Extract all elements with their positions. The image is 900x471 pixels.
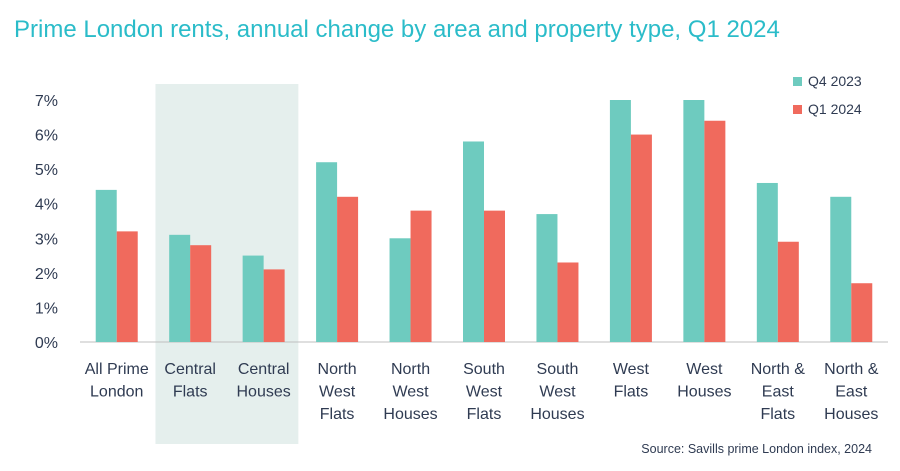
bar-q4-2023 (95, 189, 117, 342)
y-tick-label: 2% (35, 266, 58, 283)
bar-q1-2024 (263, 269, 285, 342)
x-category-label: Central Houses (237, 361, 291, 401)
bar-q4-2023 (169, 234, 191, 342)
bar-q1-2024 (557, 262, 579, 342)
bar-q4-2023 (389, 238, 411, 342)
legend-label: Q1 2024 (808, 101, 862, 117)
y-tick-label: 0% (35, 335, 58, 352)
bar-q1-2024 (777, 241, 799, 342)
x-category-label: South West Houses (530, 361, 584, 423)
x-category-label: North West Houses (383, 361, 437, 423)
x-category-label: West Houses (677, 361, 731, 401)
bar-q1-2024 (337, 196, 359, 342)
x-category-label: North & East Houses (824, 361, 879, 423)
bar-q1-2024 (704, 120, 726, 342)
legend-swatch (793, 105, 802, 114)
legend-swatch (793, 77, 802, 86)
bar-q4-2023 (316, 162, 338, 342)
y-tick-label: 3% (35, 231, 58, 248)
bar-q1-2024 (116, 231, 138, 342)
chart-title: Prime London rents, annual change by are… (14, 16, 780, 43)
x-category-label: Central Flats (164, 361, 216, 401)
x-category-label: All Prime London (85, 361, 149, 401)
bar-q4-2023 (463, 141, 484, 342)
y-tick-label: 1% (35, 300, 58, 317)
bar-q4-2023 (242, 255, 264, 342)
y-tick-label: 5% (35, 162, 58, 179)
bar-q1-2024 (484, 210, 505, 342)
x-category-label: North & East Flats (751, 361, 806, 423)
x-category-label: South West Flats (463, 361, 505, 423)
bar-q4-2023 (536, 214, 558, 342)
y-tick-label: 4% (35, 197, 58, 214)
bar-q4-2023 (756, 182, 778, 342)
legend-label: Q4 2023 (808, 73, 862, 89)
bar-q1-2024 (851, 283, 873, 342)
y-tick-label: 7% (35, 93, 58, 110)
bar-q1-2024 (190, 245, 212, 342)
source-note: Source: Savills prime London index, 2024 (641, 442, 872, 456)
bar-q4-2023 (830, 196, 852, 342)
x-category-label: North West Flats (318, 361, 357, 423)
bar-q4-2023 (683, 100, 705, 342)
bar-q4-2023 (609, 100, 631, 342)
bar-q1-2024 (630, 134, 652, 342)
bar-q1-2024 (410, 210, 432, 342)
y-tick-label: 6% (35, 128, 58, 145)
x-category-label: West Flats (613, 361, 650, 401)
